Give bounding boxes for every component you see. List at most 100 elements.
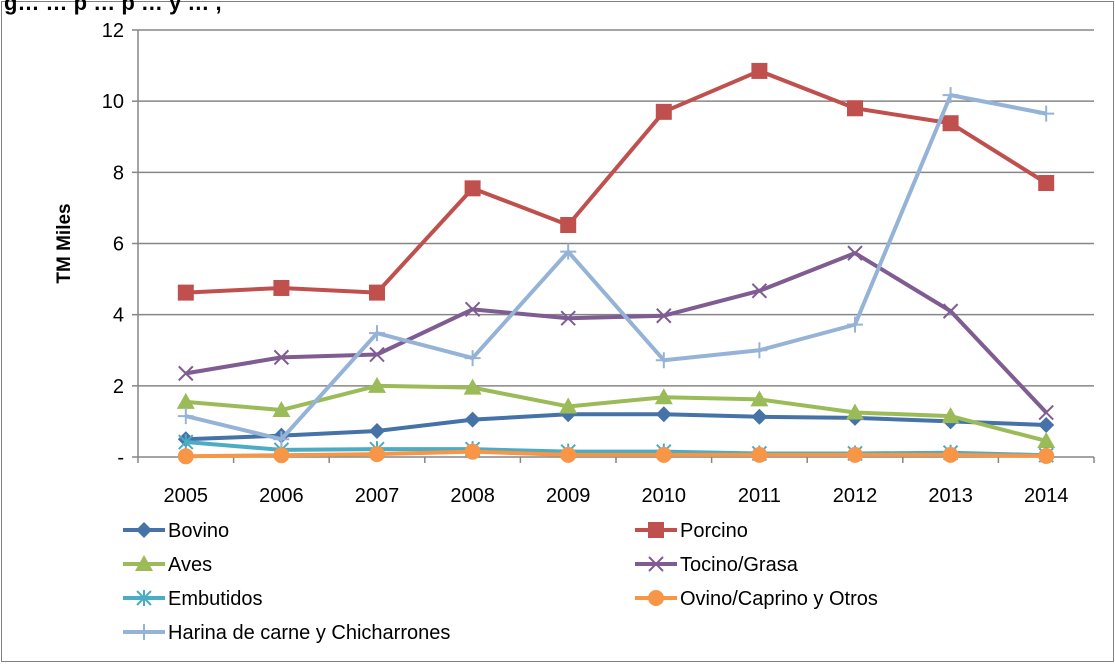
data-point-6-8 (942, 87, 959, 104)
legend: Bovino Porcino Aves Tocino/Grasa Embutidos Ov… (123, 520, 878, 644)
data-point-5-5 (655, 446, 672, 463)
data-point-5-6 (751, 446, 768, 463)
legend-label-1: Porcino (680, 520, 748, 542)
series-line-0 (185, 412, 1047, 442)
series-2 (176, 376, 1056, 448)
gridlines (138, 29, 1094, 387)
data-point-3-3 (464, 301, 481, 318)
data-point-3-6 (751, 283, 768, 299)
data-point-0-9 (1038, 416, 1055, 433)
y-tick-label-1: 2 (113, 376, 124, 398)
legend-swatch-marker-0 (136, 522, 152, 538)
x-tick-label-8: 2013 (928, 485, 973, 507)
data-point-6-1 (273, 431, 290, 448)
legend-label-4: Embutidos (168, 588, 263, 610)
legend-item-3: Tocino/Grasa (635, 554, 799, 576)
data-point-1-3 (464, 180, 481, 197)
series-line-6 (185, 93, 1047, 442)
x-tick-label-4: 2009 (546, 485, 591, 507)
y-tick-label-3: 6 (113, 234, 124, 256)
y-tick-label-5: 10 (102, 91, 124, 113)
data-point-3-0 (178, 365, 194, 382)
data-point-2-2 (368, 376, 386, 393)
y-axis-label: TM Miles (54, 203, 75, 283)
data-point-2-6 (750, 390, 769, 407)
legend-item-0: Bovino (123, 520, 229, 542)
data-point-5-8 (942, 446, 959, 463)
y-tick-label-0: - (117, 447, 124, 469)
legend-item-4: Embutidos (123, 588, 263, 610)
y-tick-labels: - 2 4 6 8 10 12 (102, 20, 124, 469)
data-point-0-2 (369, 423, 385, 440)
data-point-6-0 (177, 408, 194, 425)
data-point-2-4 (559, 397, 578, 414)
legend-item-6: Harina de carne y Chicharrones (123, 622, 450, 644)
data-point-2-8 (941, 407, 960, 424)
x-tick-label-2: 2007 (355, 485, 400, 507)
data-point-6-6 (751, 342, 768, 359)
series-3 (178, 245, 1054, 421)
data-point-5-9 (1038, 447, 1055, 464)
data-point-3-8 (942, 303, 959, 319)
data-point-6-9 (1038, 105, 1055, 122)
data-point-5-2 (369, 446, 385, 463)
data-point-5-7 (847, 446, 863, 463)
data-point-3-2 (369, 346, 385, 363)
y-tick-label-2: 4 (113, 305, 124, 327)
data-point-2-7 (846, 403, 864, 420)
data-point-5-3 (464, 443, 481, 460)
data-point-3-5 (656, 308, 672, 324)
x-tick-label-0: 2005 (164, 485, 209, 507)
data-point-3-9 (1038, 404, 1054, 421)
x-tick-label-5: 2010 (642, 485, 687, 507)
x-tick-label-1: 2006 (259, 485, 304, 507)
data-point-3-4 (560, 310, 576, 326)
data-point-1-9 (1038, 175, 1055, 192)
data-point-2-3 (463, 378, 482, 395)
x-tick-label-7: 2012 (833, 485, 878, 507)
y-tick-label-4: 8 (113, 162, 124, 184)
data-point-5-0 (177, 448, 194, 465)
data-point-1-5 (655, 103, 672, 120)
data-point-1-1 (273, 279, 290, 296)
legend-swatch-marker-2 (135, 555, 153, 571)
series-6 (177, 87, 1055, 448)
data-point-1-2 (369, 284, 385, 301)
data-point-6-7 (847, 316, 863, 333)
series-line-1 (185, 68, 1048, 295)
data-point-2-1 (272, 401, 291, 418)
data-point-0-5 (655, 406, 672, 423)
data-point-1-8 (942, 115, 959, 132)
series-1 (177, 62, 1055, 301)
data-point-0-6 (751, 408, 768, 425)
data-point-5-4 (560, 446, 577, 463)
legend-item-5: Ovino/Caprino y Otros (635, 588, 878, 610)
legend-label-2: Aves (168, 554, 212, 576)
legend-item-2: Aves (123, 554, 212, 576)
data-point-4-0 (178, 434, 194, 451)
data-point-6-2 (369, 325, 385, 342)
data-point-6-4 (560, 243, 577, 260)
series-5 (177, 443, 1055, 465)
data-point-5-1 (273, 447, 290, 464)
data-point-2-5 (654, 388, 673, 405)
data-point-1-6 (751, 62, 768, 79)
data-point-3-1 (273, 349, 290, 366)
legend-item-1: Porcino (635, 520, 748, 542)
data-point-2-9 (1037, 431, 1056, 448)
series-line-2 (185, 383, 1047, 443)
legend-swatch-marker-3 (648, 556, 664, 572)
legend-label-3: Tocino/Grasa (680, 554, 799, 576)
y-tick-label-6: 12 (102, 20, 124, 42)
data-point-2-0 (176, 392, 195, 409)
chart-title-fragment: g… … p … p … y … , (4, 0, 222, 15)
legend-label-5: Ovino/Caprino y Otros (680, 588, 878, 610)
x-tick-label-6: 2011 (738, 485, 781, 507)
legend-label-0: Bovino (168, 520, 229, 542)
x-tick-label-9: 2014 (1024, 485, 1069, 507)
data-point-1-0 (177, 284, 194, 301)
legend-label-6: Harina de carne y Chicharrones (168, 622, 450, 644)
legend-swatch-marker-1 (648, 522, 664, 538)
